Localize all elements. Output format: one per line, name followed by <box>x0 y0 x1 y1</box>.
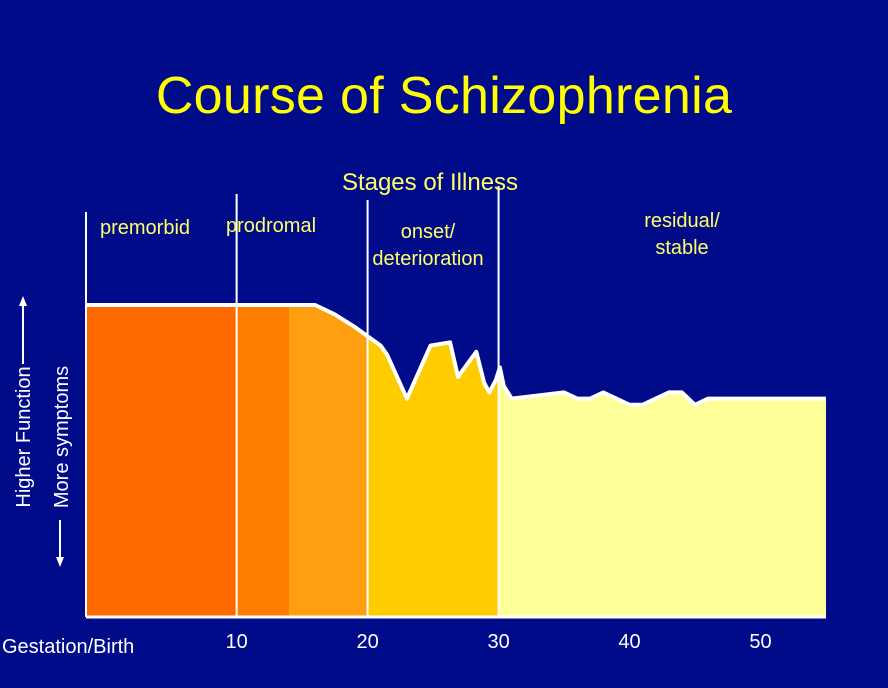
x-tick-labels: 10 20 30 40 50 <box>225 631 771 653</box>
stage-dividers <box>85 186 500 617</box>
stage-label-residual-stable-1: stable <box>655 237 708 259</box>
x-axis-label: Gestation/Birth <box>2 636 134 658</box>
chart-title: Course of Schizophrenia <box>155 67 733 125</box>
function-curve <box>86 303 826 407</box>
up-arrowhead <box>19 296 27 306</box>
stage-fill-bands <box>86 305 826 617</box>
stage-band-2 <box>289 305 368 617</box>
x-tick-10: 10 <box>225 631 247 653</box>
y-axis-label-higher-function: Higher Function <box>13 366 35 507</box>
x-tick-50: 50 <box>749 631 771 653</box>
stage-label-residual-stable-0: residual/ <box>644 210 720 232</box>
x-tick-30: 30 <box>487 631 509 653</box>
stage-band-4 <box>498 367 826 617</box>
stage-labels: premorbid prodromal onset/deterioration res… <box>100 210 720 270</box>
stage-label-onset-deterioration-0: onset/ <box>401 221 456 243</box>
stage-band-3 <box>367 336 499 617</box>
y-axis-annotation: Higher Function More symptoms <box>13 296 73 567</box>
stage-label-premorbid-0: premorbid <box>100 217 190 239</box>
stage-label-prodromal-0: prodromal <box>226 215 316 237</box>
x-tick-20: 20 <box>356 631 378 653</box>
chart-subtitle: Stages of Illness <box>342 169 518 196</box>
stage-band-1 <box>236 305 290 617</box>
stage-label-onset-deterioration-1: deterioration <box>372 248 483 270</box>
y-axis-label-more-symptoms: More symptoms <box>51 366 73 508</box>
down-arrowhead <box>56 557 64 567</box>
x-tick-40: 40 <box>618 631 640 653</box>
stage-band-0 <box>86 305 237 617</box>
